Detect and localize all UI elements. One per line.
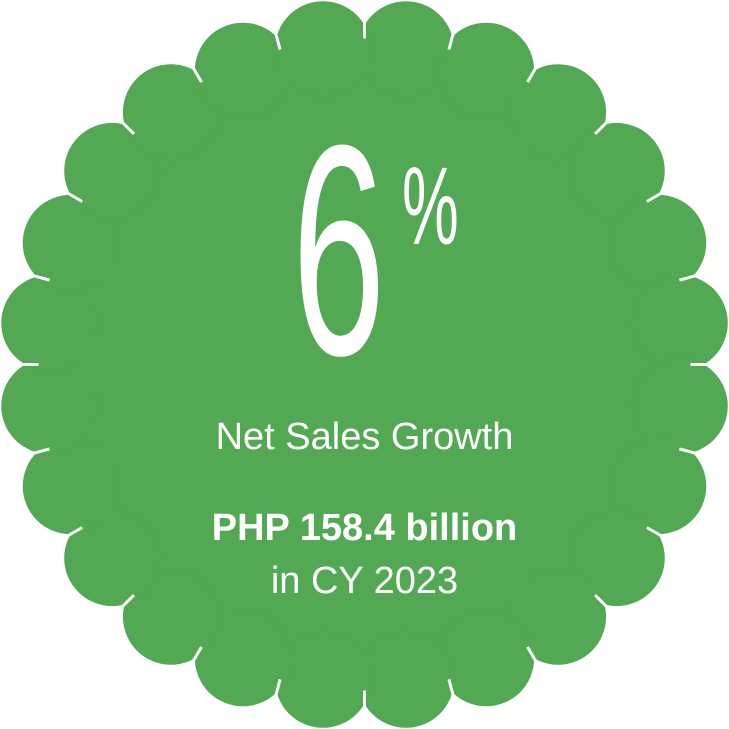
scallop-notch bbox=[274, 33, 282, 50]
sales-period: in CY 2023 bbox=[270, 560, 459, 602]
badge-scallop bbox=[631, 358, 728, 455]
scallop-notch bbox=[679, 274, 696, 282]
badge-scallop bbox=[358, 1, 455, 98]
badge-scallop bbox=[194, 22, 291, 119]
badge-scallop bbox=[22, 194, 119, 291]
sales-amount: PHP 158.4 billion bbox=[211, 507, 518, 549]
badge-scallop bbox=[510, 568, 607, 665]
scallop-notch bbox=[447, 33, 455, 50]
badge-scallop bbox=[194, 610, 291, 707]
scallop-notch bbox=[447, 679, 455, 696]
scallop-notch bbox=[121, 121, 136, 136]
scallop-notch bbox=[593, 593, 608, 608]
badge-scallop bbox=[1, 274, 98, 371]
scallop-notch bbox=[679, 447, 696, 455]
scallop-notch bbox=[33, 274, 50, 282]
badge-scallop bbox=[610, 194, 707, 291]
badge-scallop bbox=[568, 510, 665, 607]
scallop-notch bbox=[274, 679, 282, 696]
badge-scallop bbox=[510, 64, 607, 161]
scallop-notch bbox=[33, 447, 50, 455]
badge-scallop bbox=[358, 631, 455, 728]
badge-scallop bbox=[122, 568, 219, 665]
badge-scallop bbox=[274, 631, 371, 728]
scallop-notch bbox=[192, 646, 203, 662]
scallop-notch bbox=[646, 526, 662, 537]
badge-scallop bbox=[1, 358, 98, 455]
badge-scallop bbox=[122, 64, 219, 161]
badge-scallop bbox=[64, 122, 161, 219]
badge-core bbox=[46, 46, 683, 683]
net-sales-growth-label: Net Sales Growth bbox=[215, 416, 514, 458]
scallop-notch bbox=[593, 121, 608, 136]
badge-scallop bbox=[568, 122, 665, 219]
scallop-notch bbox=[526, 67, 537, 83]
badge-scallop bbox=[610, 438, 707, 535]
badge-scallop bbox=[274, 1, 371, 98]
percent-sign: % bbox=[402, 145, 459, 268]
scallop-notch bbox=[67, 526, 83, 537]
badge-scallop bbox=[64, 510, 161, 607]
scallop-notch bbox=[526, 646, 537, 662]
badge-scallop bbox=[438, 610, 535, 707]
growth-value: 6 bbox=[292, 82, 385, 418]
badge-scallop bbox=[22, 438, 119, 535]
scallop-notch bbox=[192, 67, 203, 83]
scallop-notch bbox=[121, 593, 136, 608]
scallop-notch bbox=[67, 192, 83, 203]
badge-scallop bbox=[631, 274, 728, 371]
scallop-notch bbox=[646, 192, 662, 203]
badge-scallop bbox=[438, 22, 535, 119]
